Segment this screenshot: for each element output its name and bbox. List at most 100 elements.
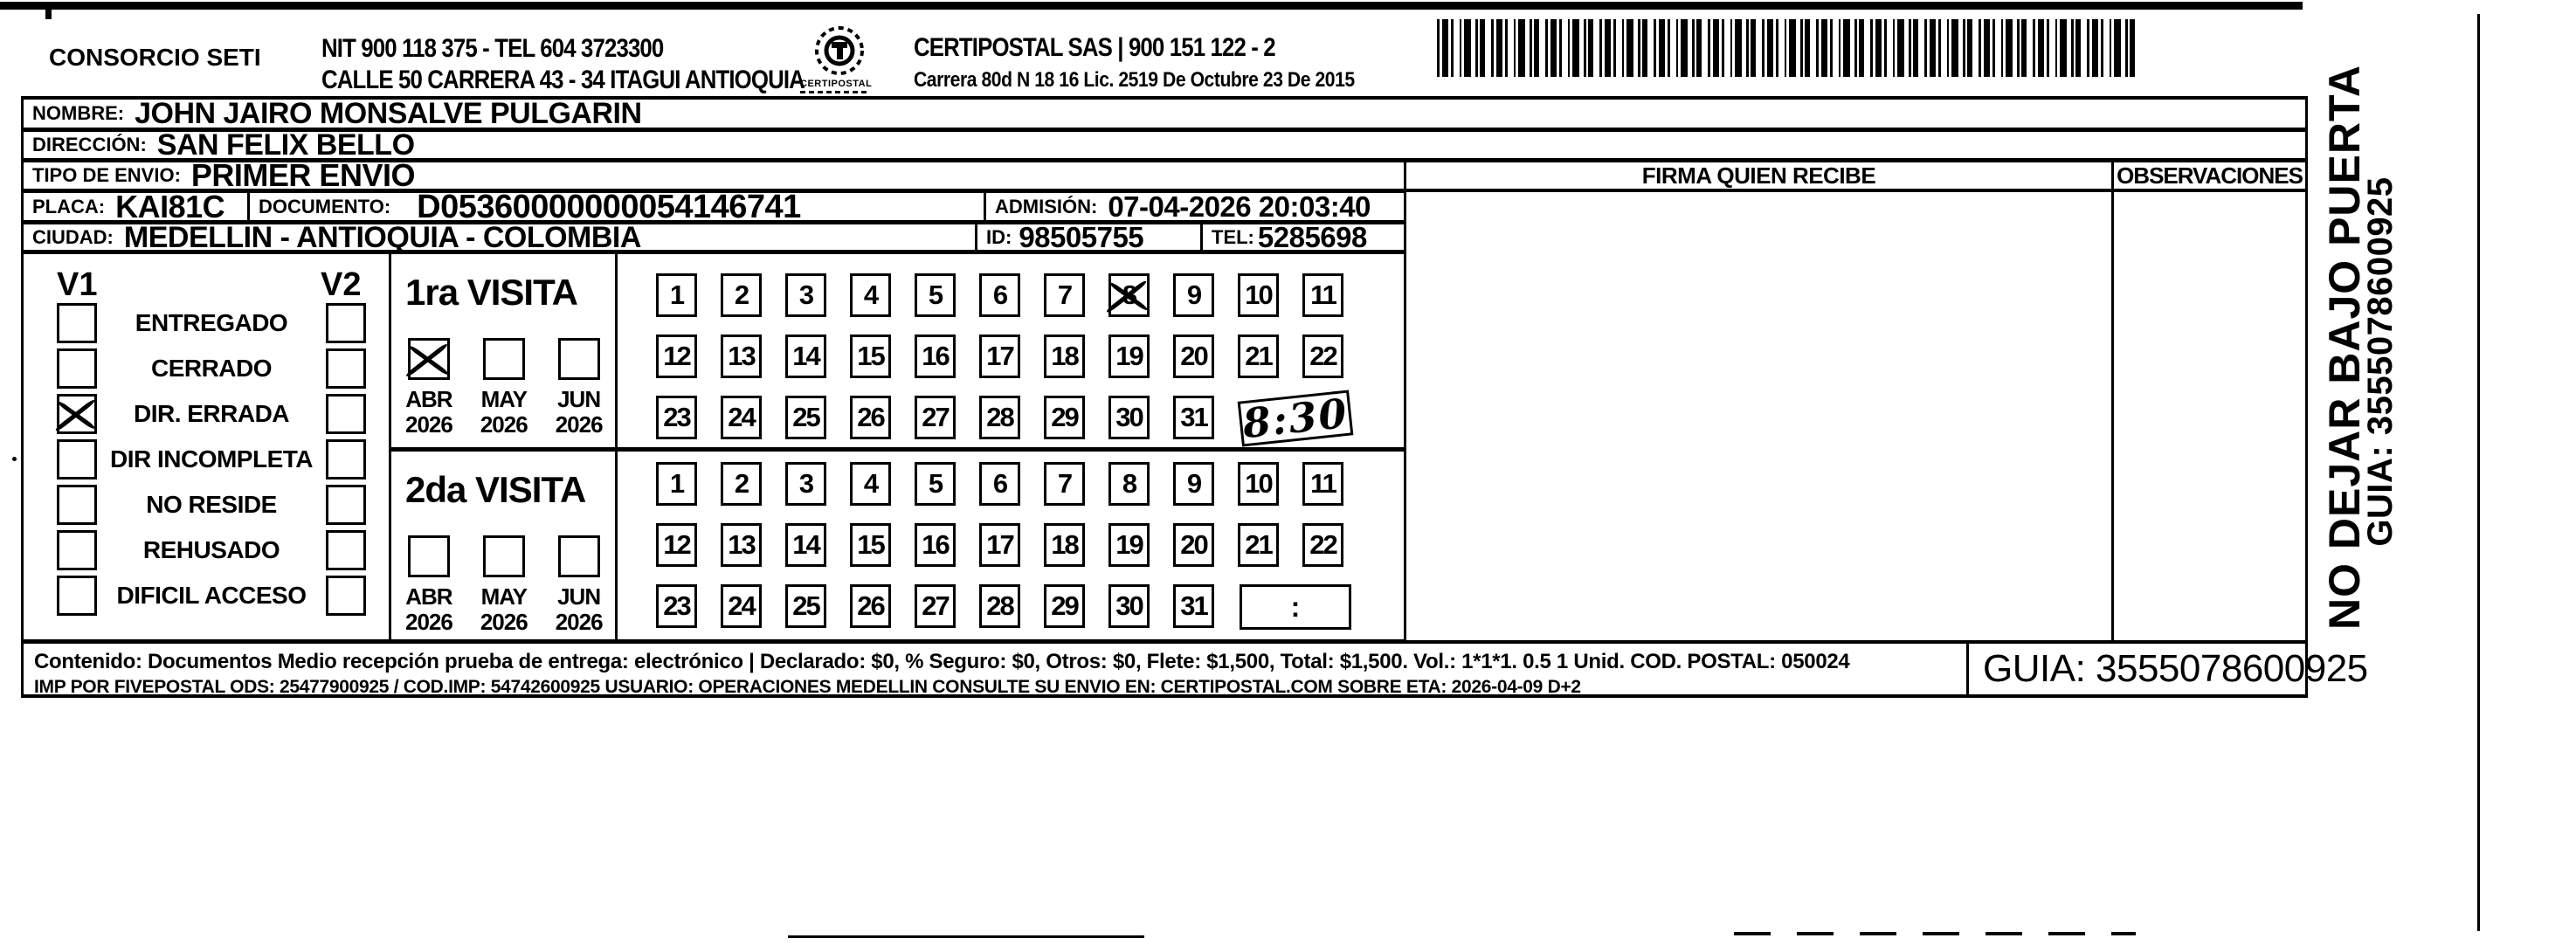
day-row: 12 13 14 15 16 17 18 19 20 21 22 [656, 335, 1404, 378]
guia-barcode [1437, 19, 2136, 77]
visit1-calendar: 1 2 3 4 5 6 7 8 9 10 11 12 13 14 15 16 17 18 19 20 21 22 23 24 2… [615, 251, 1406, 451]
day-cell: 31 [1173, 396, 1214, 439]
month-checkbox [482, 535, 525, 577]
tel-value: 5285698 [1257, 221, 1367, 253]
month-option: JUN 2026 [556, 338, 604, 437]
day-cell: 29 [1044, 396, 1085, 439]
sender-address-block: NIT 900 118 375 - TEL 604 3723300 CALLE … [321, 33, 805, 96]
provider-name-line: CERTIPOSTAL SAS | 900 151 122 - 2 [914, 33, 1276, 62]
day-cell: 3 [785, 462, 826, 506]
day-cell: 7 [1044, 462, 1085, 506]
tipo-envio-label: TIPO DE ENVIO: [32, 164, 181, 186]
logo-caption: CERTIPOSTAL [800, 79, 873, 89]
day-cell: 21 [1238, 335, 1279, 378]
guia-number-cell: GUIA: 3555078600925 [1966, 640, 2368, 698]
day-cell: 22 [1302, 335, 1343, 378]
month-option: MAY 2026 [480, 338, 528, 437]
day-cell: 9 [1173, 462, 1214, 506]
status-row: DIR INCOMPLETA [57, 439, 366, 479]
status-row: DIR. ERRADA [57, 394, 366, 434]
day-cell: 14 [785, 335, 826, 378]
footer-content-cell: Contenido: Documentos Medio recepción pr… [21, 640, 1969, 698]
day-cell: 18 [1044, 523, 1085, 567]
day-cell: 12 [656, 335, 697, 378]
status-label: DIFICIL ACCESO [116, 582, 307, 609]
day-cell: 27 [915, 396, 956, 439]
id-cell: ID: 98505755 [975, 221, 1203, 253]
month-checkbox [407, 535, 450, 577]
id-value: 98505755 [1019, 221, 1144, 253]
v2-checkbox-dir-incompleta [326, 439, 366, 479]
day-cell: 25 [785, 584, 826, 628]
status-row: REHUSADO [57, 530, 366, 570]
status-label: NO RESIDE [146, 491, 277, 518]
tipo-envio-row: TIPO DE ENVIO: PRIMER ENVIO [21, 159, 1406, 192]
day-cell: 14 [785, 523, 826, 567]
day-cell: 20 [1173, 523, 1214, 567]
day-cell: 18 [1044, 335, 1085, 378]
v1-checkbox-no-reside [57, 485, 97, 525]
status-row: DIFICIL ACCESO [57, 576, 366, 616]
v2-checkbox-cerrado [326, 348, 366, 389]
month-checkbox [407, 338, 450, 380]
v2-checkbox-no-reside [326, 485, 366, 525]
status-label: DIR. ERRADA [133, 400, 290, 427]
tel-label: TEL: [1212, 225, 1254, 248]
day-cell: 30 [1108, 396, 1150, 439]
month-year: 2026 [480, 410, 528, 438]
day-cell: 30 [1108, 584, 1150, 628]
admision-label: ADMISIÓN: [995, 195, 1098, 217]
documento-value: D05360000000054146741 [417, 188, 801, 225]
month-checkbox [482, 338, 525, 380]
day-cell: 26 [850, 584, 891, 628]
day-row: 23 24 25 26 27 28 29 30 31 8:30 [656, 390, 1404, 447]
tipo-envio-value: PRIMER ENVIO [190, 157, 416, 193]
placa-value: KAI81C [115, 188, 225, 224]
status-row: NO RESIDE [57, 485, 366, 525]
day-cell: 10 [1238, 273, 1279, 317]
day-cell: 17 [979, 523, 1020, 567]
provider-license-line: Carrera 80d N 18 16 Lic. 2519 De Octubre… [914, 68, 1355, 92]
v1-checkbox-entregado [57, 303, 97, 343]
nombre-value: JOHN JAIRO MONSALVE PULGARIN [135, 97, 642, 130]
firma-quien-recibe-header: FIRMA QUIEN RECIBE [1404, 159, 2114, 192]
imp-line: IMP POR FIVEPOSTAL ODS: 25477900925 / CO… [34, 677, 1581, 697]
day-cell: 8 [1108, 273, 1150, 317]
day-cell: 9 [1173, 273, 1214, 317]
nombre-label: NOMBRE: [32, 102, 125, 124]
day-cell: 3 [785, 273, 826, 317]
month-year: 2026 [405, 608, 453, 635]
day-cell: 22 [1302, 523, 1343, 567]
contenido-line: Contenido: Documentos Medio recepción pr… [34, 650, 1850, 673]
ciudad-value: MEDELLIN - ANTIOQUIA - COLOMBIA [123, 220, 642, 254]
company-name: CONSORCIO SETI [49, 44, 261, 71]
v2-checkbox-entregado [326, 303, 366, 343]
month-year: 2026 [405, 410, 453, 438]
month-checkbox [557, 338, 600, 380]
visit1-title: 1ra VISITA [405, 272, 578, 313]
status-label: REHUSADO [142, 536, 280, 563]
v2-checkbox-rehusado [326, 530, 366, 570]
direccion-label: DIRECCIÓN: [32, 134, 147, 155]
v1-checkbox-dir-errada [57, 394, 97, 434]
direccion-value: SAN FELIX BELLO [156, 128, 415, 162]
status-label: ENTREGADO [135, 309, 288, 336]
placa-cell: PLACA: KAI81C [21, 190, 250, 224]
month-option: JUN 2026 [556, 535, 604, 634]
visit1-months: ABR 2026 MAY 2026 JUN 2026 [405, 338, 615, 437]
delivery-status-panel: V1 V2 ENTREGADO CERRADO DIR. ERRADA DIR … [21, 251, 391, 643]
status-row: ENTREGADO [57, 303, 366, 343]
day-cell: 16 [915, 523, 956, 567]
day-cell: 27 [915, 584, 956, 628]
day-cell: 29 [1044, 584, 1085, 628]
visit2-title: 2da VISITA [405, 469, 586, 510]
day-cell: 23 [656, 396, 697, 439]
month-option: ABR 2026 [405, 338, 453, 438]
observaciones-header: OBSERVACIONES [2111, 159, 2308, 192]
provider-block: CERTIPOSTAL SAS | 900 151 122 - 2 Carrer… [914, 33, 1415, 93]
day-cell: 11 [1302, 462, 1343, 506]
v1-checkbox-dir-incompleta [57, 439, 97, 479]
month-label: ABR [405, 583, 452, 610]
day-row: 1 2 3 4 5 6 7 8 9 10 11 [656, 462, 1404, 506]
day-cell: 10 [1238, 462, 1279, 506]
